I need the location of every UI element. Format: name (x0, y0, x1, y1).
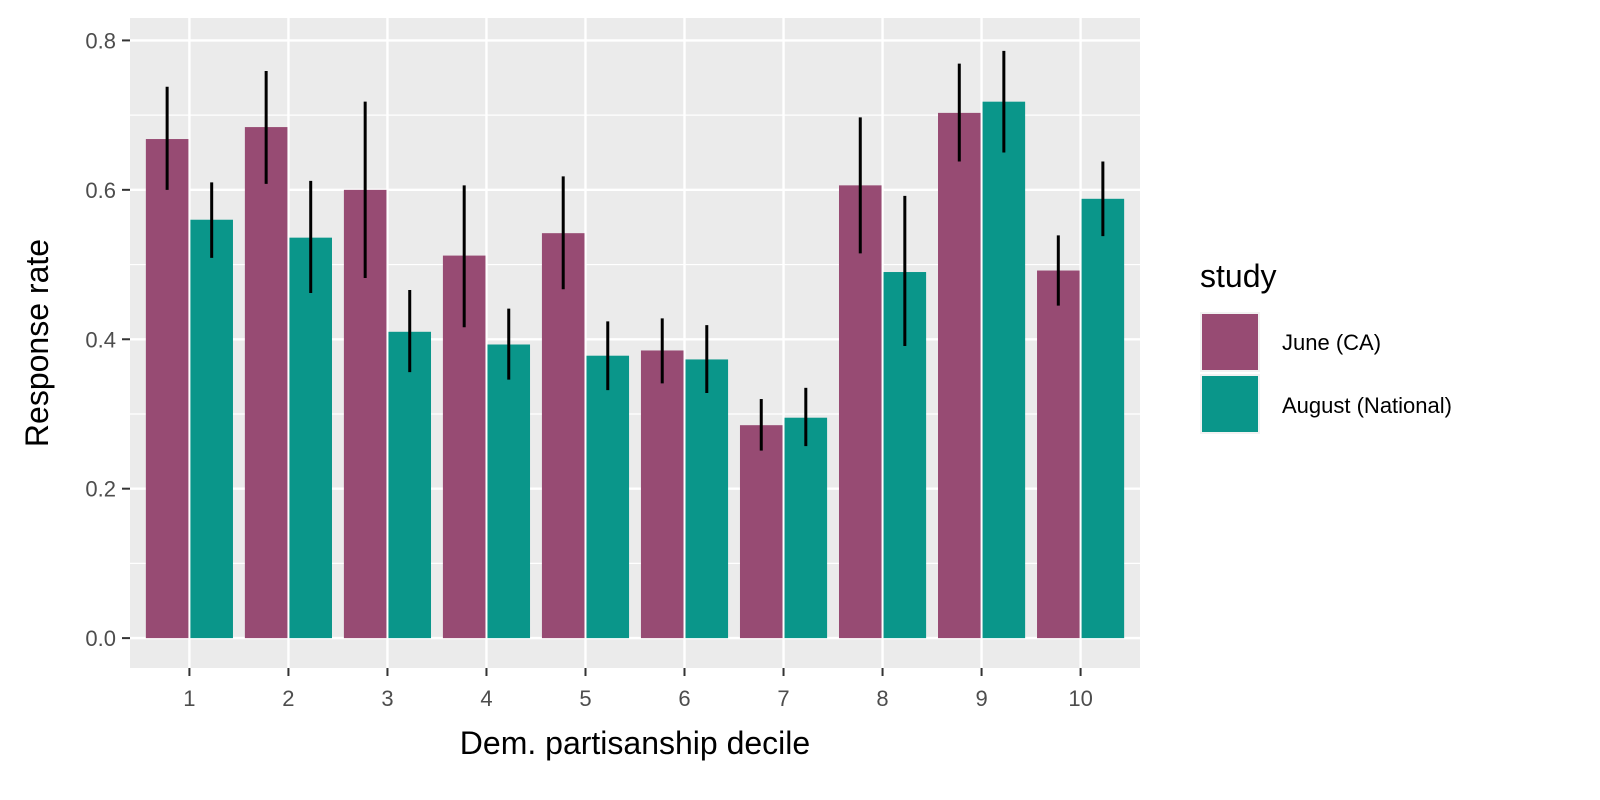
y-tick-label: 0.8 (85, 28, 116, 53)
x-tick-label: 10 (1068, 686, 1092, 711)
x-tick-label: 1 (183, 686, 195, 711)
x-tick-label: 7 (777, 686, 789, 711)
y-axis-title: Response rate (19, 239, 55, 447)
x-tick-label: 8 (876, 686, 888, 711)
bar-june (640, 350, 684, 639)
legend-title: study (1200, 258, 1276, 294)
bar-june (145, 139, 189, 639)
bar-june (541, 233, 585, 639)
bars (145, 101, 1125, 639)
legend-swatch-june (1202, 314, 1258, 370)
axes: 0.0 0.2 0.4 0.6 0.8 1 2 3 4 5 6 7 8 9 10 (85, 28, 1092, 711)
legend: study June (CA) August (National) (1200, 258, 1452, 434)
y-tick-label: 0.6 (85, 178, 116, 203)
bar-august (190, 219, 233, 639)
error-bars (165, 50, 1105, 451)
legend-swatch-august (1202, 376, 1258, 432)
legend-label-august: August (National) (1282, 393, 1452, 418)
x-axis-title: Dem. partisanship decile (460, 725, 810, 761)
bar-august (586, 355, 630, 639)
bar-august (982, 101, 1026, 639)
x-tick-label: 2 (282, 686, 294, 711)
y-tick-label: 0.0 (85, 626, 116, 651)
bar-june (838, 185, 882, 639)
x-tick-label: 5 (579, 686, 591, 711)
bar-august (685, 359, 729, 639)
x-tick-label: 3 (381, 686, 393, 711)
bar-august (487, 344, 531, 639)
legend-label-june: June (CA) (1282, 330, 1381, 355)
x-tick-label: 4 (480, 686, 492, 711)
bar-june (1037, 270, 1080, 639)
x-tick-label: 6 (678, 686, 690, 711)
bar-august (1081, 198, 1125, 639)
x-tick-label: 9 (975, 686, 987, 711)
y-tick-label: 0.4 (85, 327, 116, 352)
bar-august (289, 237, 332, 639)
bar-june (739, 425, 783, 639)
bar-june (244, 127, 288, 639)
bar-august (784, 417, 828, 639)
bar-august (388, 331, 432, 639)
bar-june (938, 112, 981, 639)
y-tick-label: 0.2 (85, 477, 116, 502)
